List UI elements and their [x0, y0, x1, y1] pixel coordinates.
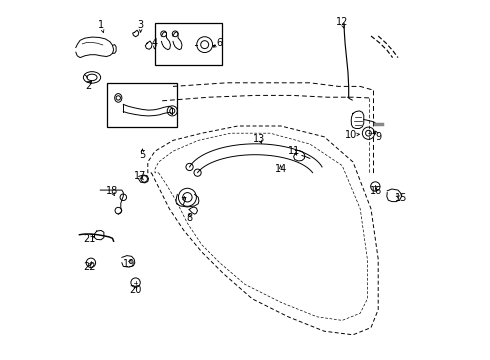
Text: 11: 11: [288, 146, 300, 156]
Text: 14: 14: [275, 164, 287, 174]
Text: 15: 15: [395, 193, 408, 203]
Text: 20: 20: [129, 285, 142, 295]
Text: 17: 17: [134, 171, 147, 181]
Text: 8: 8: [186, 213, 192, 223]
Text: 22: 22: [83, 262, 96, 272]
Text: 3: 3: [138, 20, 144, 30]
Text: 16: 16: [370, 186, 383, 196]
Text: 19: 19: [123, 258, 135, 269]
Text: 4: 4: [152, 38, 158, 48]
Text: 10: 10: [345, 130, 357, 140]
Bar: [155, 23, 221, 65]
Text: 5: 5: [139, 150, 146, 160]
Text: 13: 13: [253, 134, 266, 144]
Bar: [107, 83, 176, 127]
Text: 18: 18: [106, 186, 118, 196]
Text: 1: 1: [98, 20, 104, 30]
Text: 21: 21: [83, 234, 96, 244]
Text: 2: 2: [85, 81, 92, 91]
Text: 9: 9: [375, 132, 381, 142]
Text: 12: 12: [336, 17, 348, 27]
Text: 7: 7: [181, 197, 187, 207]
Text: 6: 6: [217, 38, 223, 48]
